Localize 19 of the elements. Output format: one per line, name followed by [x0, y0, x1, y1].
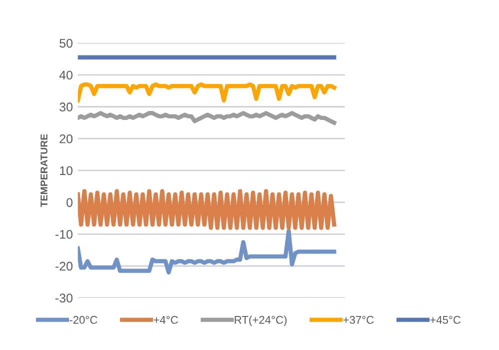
y-tick-label: 10 [60, 166, 72, 176]
y-tick-label: 0 [66, 198, 72, 207]
line-series [78, 228, 336, 274]
legend-label: +37°C [343, 316, 374, 324]
line-series [78, 189, 336, 230]
legend-label: -20°C [70, 316, 98, 324]
line-series [78, 111, 336, 125]
legend-label: +4°C [154, 316, 178, 324]
legend-label: +45°C [430, 316, 461, 324]
y-tick-label: -20 [55, 262, 72, 271]
y-tick-label: 30 [60, 102, 72, 112]
y-tick-label: -10 [55, 230, 72, 239]
legend-label: RT(+24°C) [234, 316, 287, 326]
y-tick-label: 20 [60, 134, 72, 144]
y-tick-label: 50 [60, 38, 72, 48]
line-series [78, 82, 336, 102]
y-tick-label: 40 [59, 70, 72, 80]
y-tick-label: -30 [55, 294, 72, 302]
y-axis-title: TEMPERATURE [40, 134, 48, 207]
